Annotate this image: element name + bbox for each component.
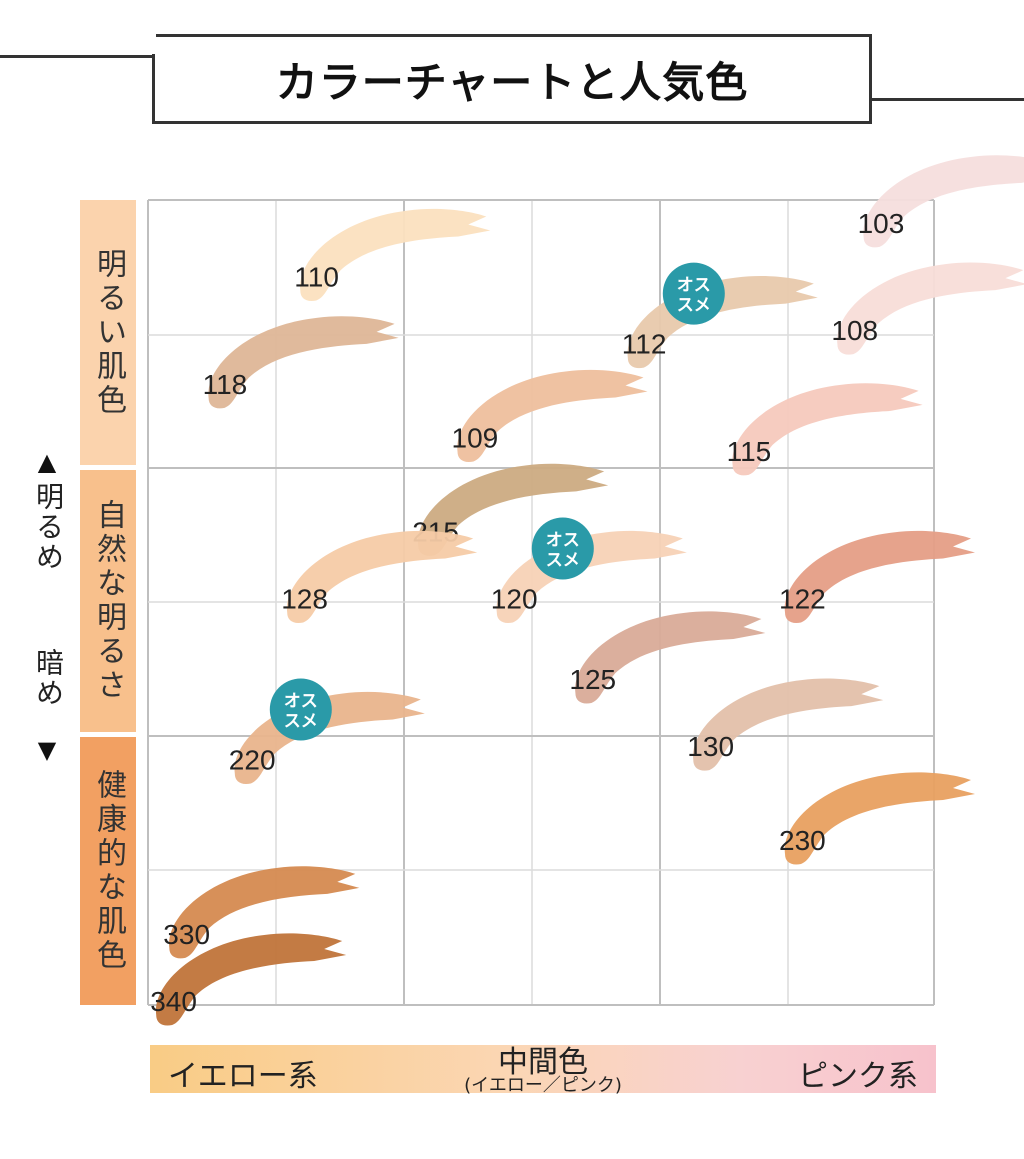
- triangle-up-icon: ▲: [37, 448, 57, 476]
- swatch-label-112: 112: [622, 329, 667, 360]
- swatch-108: [837, 262, 1024, 355]
- swatch-125: [575, 611, 766, 704]
- recommended-badge-line1: オス: [677, 276, 711, 296]
- category-healthy-skin-label: 健康的な肌色: [91, 769, 126, 973]
- swatch-label-125: 125: [569, 664, 616, 695]
- swatch-330: [169, 866, 360, 959]
- triangle-down-icon: ▼: [37, 736, 57, 764]
- swatch-109: [457, 369, 648, 463]
- recommended-badge-line2: スメ: [677, 296, 711, 316]
- title-left-line: [0, 55, 155, 58]
- swatch-118: [208, 316, 399, 409]
- category-healthy-skin: 健康的な肌色: [80, 737, 136, 1005]
- recommended-badge-line2: スメ: [546, 551, 580, 571]
- swatch-128: [286, 530, 478, 624]
- swatch-label-103: 103: [858, 208, 905, 239]
- recommended-badge-line1: オス: [546, 531, 580, 551]
- y-axis-bright-label: 明るめ: [32, 482, 65, 572]
- recommended-badge-line2: スメ: [284, 712, 318, 732]
- x-axis-neutral-label: 中間色: [498, 1045, 588, 1080]
- x-axis-neutral-sub-label: (イエロー／ピンク): [464, 1075, 622, 1096]
- y-axis-dark-label: 暗め: [32, 648, 65, 708]
- page-title: カラーチャートと人気色: [275, 57, 749, 107]
- category-natural-brightness-label: 自然な明るさ: [91, 499, 126, 703]
- swatch-122: [784, 530, 975, 624]
- swatch-label-130: 130: [687, 731, 734, 762]
- title-box-notch-top: [152, 34, 156, 54]
- swatch-110: [300, 208, 491, 302]
- swatch-label-340: 340: [150, 986, 197, 1017]
- title-right-line: [872, 98, 1024, 101]
- swatch-label-128: 128: [281, 584, 328, 615]
- recommended-badge: [531, 517, 594, 580]
- swatch-230: [784, 772, 975, 865]
- swatch-label-220: 220: [229, 745, 276, 776]
- swatch-label-118: 118: [203, 369, 248, 400]
- swatch-label-120: 120: [491, 584, 538, 615]
- category-bright-skin: 明るい肌色: [80, 200, 136, 465]
- swatch-115: [732, 383, 923, 476]
- swatch-215: [417, 463, 609, 556]
- x-axis-pink-label: ピンク系: [798, 1059, 918, 1094]
- swatch-label-330: 330: [163, 919, 210, 950]
- recommended-badge: [662, 262, 725, 325]
- x-axis-yellow-label: イエロー系: [168, 1059, 318, 1094]
- recommended-badge: [269, 678, 332, 741]
- swatch-label-109: 109: [452, 423, 499, 454]
- title-box: カラーチャートと人気色: [152, 34, 872, 124]
- swatch-340: [155, 933, 347, 1026]
- recommended-badge-line1: オス: [284, 692, 318, 712]
- swatch-label-108: 108: [831, 315, 878, 346]
- swatch-130: [693, 678, 884, 771]
- x-axis-gradient-bar: イエロー系 中間色 (イエロー／ピンク) ピンク系: [150, 1045, 936, 1096]
- swatch-label-230: 230: [779, 825, 826, 856]
- swatch-label-115: 115: [727, 436, 772, 467]
- swatch-label-122: 122: [779, 584, 826, 615]
- category-natural-brightness: 自然な明るさ: [80, 470, 136, 732]
- swatch-103: [863, 155, 1024, 248]
- category-bright-skin-label: 明るい肌色: [91, 247, 126, 418]
- swatch-label-110: 110: [294, 262, 339, 293]
